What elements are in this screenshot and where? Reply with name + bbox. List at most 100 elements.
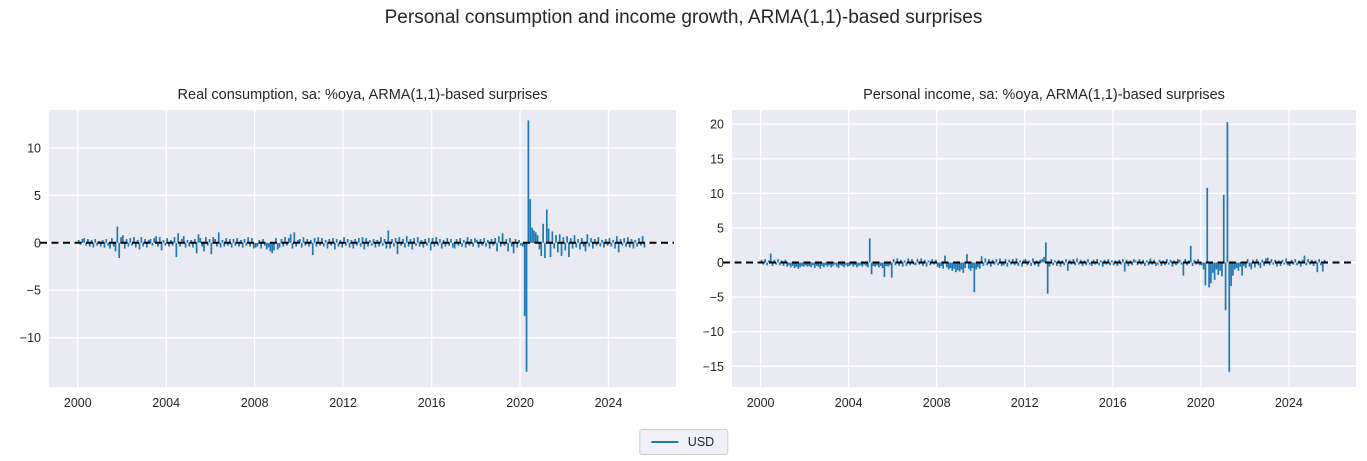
bar xyxy=(922,262,924,266)
bar xyxy=(1195,262,1198,265)
bar xyxy=(420,239,423,243)
bar xyxy=(1057,259,1060,263)
bar xyxy=(322,242,325,247)
bar xyxy=(854,262,856,266)
bar xyxy=(337,242,340,247)
bar xyxy=(348,242,351,248)
bar xyxy=(326,242,329,249)
bar xyxy=(962,262,965,273)
bar xyxy=(1243,262,1245,266)
bar xyxy=(477,242,480,248)
bar xyxy=(168,242,170,247)
bar xyxy=(1268,262,1271,266)
bar xyxy=(859,262,862,266)
bar xyxy=(580,238,583,243)
bar xyxy=(771,262,774,266)
bar xyxy=(1171,262,1174,267)
bar xyxy=(363,242,366,250)
bar xyxy=(1101,262,1104,267)
bar xyxy=(887,262,889,267)
bar xyxy=(999,258,1001,263)
bar xyxy=(516,242,519,248)
bar xyxy=(846,262,849,267)
bar xyxy=(256,242,259,247)
bar xyxy=(593,239,596,243)
y-tick-label: −10 xyxy=(20,331,41,345)
bar xyxy=(1013,262,1016,266)
bar xyxy=(791,262,794,266)
bar xyxy=(1265,258,1267,263)
bar xyxy=(1061,260,1064,263)
bar xyxy=(1052,262,1055,266)
y-tick-label: 10 xyxy=(27,141,41,155)
bar xyxy=(1033,262,1036,266)
bar xyxy=(1065,259,1067,263)
bar xyxy=(542,223,544,243)
bar xyxy=(797,262,800,269)
bar xyxy=(1133,259,1135,263)
bar xyxy=(1123,262,1126,272)
bar xyxy=(378,242,380,247)
bar xyxy=(219,242,222,248)
bar xyxy=(238,242,240,247)
bar xyxy=(204,237,207,243)
bar xyxy=(428,238,430,243)
bar xyxy=(1144,262,1146,266)
bar xyxy=(623,238,626,243)
bar xyxy=(764,259,767,263)
bar xyxy=(636,242,638,247)
bar xyxy=(590,238,592,243)
bar xyxy=(116,226,119,243)
bar xyxy=(905,262,908,266)
x-tick-label: 2000 xyxy=(747,396,775,410)
bar xyxy=(1167,262,1170,265)
bar xyxy=(468,242,471,246)
x-tick-label: 2020 xyxy=(1187,396,1215,410)
right-panel-title: Personal income, sa: %oya, ARMA(1,1)-bas… xyxy=(863,87,1225,103)
bar xyxy=(769,253,772,263)
bar xyxy=(448,242,450,246)
bar xyxy=(977,262,979,268)
bar xyxy=(311,242,314,256)
bar xyxy=(496,242,498,252)
x-tick-label: 2016 xyxy=(418,396,446,410)
bar xyxy=(603,242,605,248)
bar xyxy=(808,262,811,266)
bar xyxy=(518,239,521,243)
bar xyxy=(385,242,388,249)
bar xyxy=(1283,262,1286,265)
bar xyxy=(1022,259,1025,263)
bar xyxy=(1224,262,1227,311)
bar xyxy=(146,242,148,248)
bar xyxy=(166,238,168,243)
bar xyxy=(975,262,977,270)
bar xyxy=(258,239,261,243)
bar xyxy=(1138,259,1141,263)
bar xyxy=(263,242,266,246)
bar xyxy=(872,262,875,266)
bar xyxy=(615,236,618,243)
bar xyxy=(293,232,296,243)
bar xyxy=(947,262,950,270)
x-tick-label: 2024 xyxy=(595,396,623,410)
bar xyxy=(1294,259,1297,263)
bar xyxy=(1103,259,1106,263)
bar xyxy=(472,242,474,247)
bar xyxy=(1100,260,1102,263)
bar xyxy=(199,238,202,243)
bar xyxy=(470,239,473,243)
bar xyxy=(111,238,113,243)
bar xyxy=(1244,262,1247,269)
bar xyxy=(1087,259,1089,263)
bar xyxy=(560,242,563,257)
bar xyxy=(863,262,866,265)
bar xyxy=(1081,262,1084,266)
bar xyxy=(1017,262,1020,266)
bar xyxy=(997,262,999,266)
bar xyxy=(463,239,465,243)
bar xyxy=(945,262,948,268)
bar xyxy=(1303,255,1306,263)
bar xyxy=(1213,262,1216,280)
bar xyxy=(507,242,509,252)
bar xyxy=(134,242,137,248)
